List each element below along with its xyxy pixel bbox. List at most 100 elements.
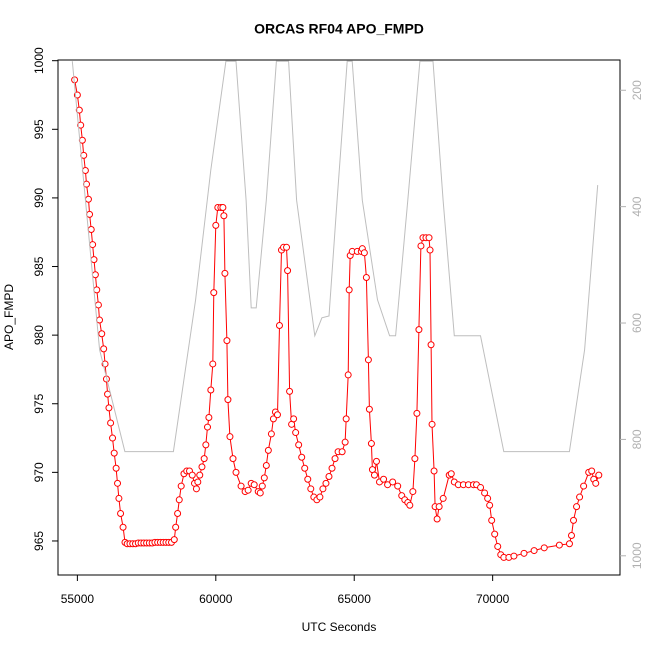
data-point xyxy=(328,464,336,472)
y-tick-label: 995 xyxy=(32,119,46,139)
data-point xyxy=(439,494,447,502)
y2-tick-label: 800 xyxy=(630,429,644,449)
data-point xyxy=(75,106,83,114)
data-point xyxy=(415,326,423,334)
data-point xyxy=(411,455,419,463)
data-point xyxy=(196,471,204,479)
y2-tick-label: 600 xyxy=(630,313,644,333)
data-point xyxy=(364,356,372,364)
data-point xyxy=(212,221,220,229)
data-point xyxy=(530,547,538,555)
data-point xyxy=(565,540,573,548)
data-point xyxy=(413,409,421,417)
data-point xyxy=(94,301,102,309)
data-point xyxy=(380,475,388,483)
data-point xyxy=(576,493,584,501)
x-tick-label: 60000 xyxy=(199,592,233,606)
data-point xyxy=(428,420,436,428)
data-point xyxy=(486,501,494,509)
data-point xyxy=(110,449,118,457)
data-point xyxy=(77,121,85,129)
data-point xyxy=(417,242,425,250)
x-tick-label: 55000 xyxy=(61,592,95,606)
data-point xyxy=(540,544,548,552)
data-point xyxy=(175,496,183,504)
data-point xyxy=(588,467,596,475)
data-point xyxy=(494,542,502,550)
y-tick-label: 975 xyxy=(32,393,46,413)
data-point xyxy=(316,493,324,501)
data-point xyxy=(226,433,234,441)
data-point xyxy=(433,515,441,523)
data-point xyxy=(210,289,218,297)
data-point xyxy=(188,471,196,479)
data-point xyxy=(360,249,368,257)
data-point xyxy=(394,482,402,490)
data-point xyxy=(119,523,127,531)
y-tick-label: 970 xyxy=(32,462,46,482)
data-point xyxy=(100,345,108,353)
data-point xyxy=(260,474,268,482)
data-point xyxy=(244,486,252,494)
data-point xyxy=(592,479,600,487)
x-tick-label: 65000 xyxy=(338,592,372,606)
data-point xyxy=(304,475,312,483)
data-point xyxy=(295,441,303,449)
data-point xyxy=(362,273,370,281)
data-point xyxy=(406,501,414,509)
data-point xyxy=(84,195,92,203)
data-point xyxy=(87,225,95,233)
data-point xyxy=(331,455,339,463)
data-point xyxy=(307,485,315,493)
data-point xyxy=(91,271,99,279)
data-point xyxy=(555,541,563,549)
data-point xyxy=(286,387,294,395)
data-point xyxy=(573,503,581,511)
data-point xyxy=(290,415,298,423)
data-point xyxy=(491,530,499,538)
data-point xyxy=(262,461,270,469)
data-point xyxy=(221,269,229,277)
data-point xyxy=(198,463,206,471)
y2-line xyxy=(71,60,599,453)
x-tick-label: 70000 xyxy=(476,592,510,606)
data-point xyxy=(430,467,438,475)
data-point xyxy=(98,330,106,338)
data-point xyxy=(570,516,578,524)
data-point xyxy=(89,241,97,249)
data-point xyxy=(112,464,120,472)
y-tick-label: 985 xyxy=(32,256,46,276)
data-point xyxy=(114,479,122,487)
data-point xyxy=(298,453,306,461)
data-point xyxy=(105,404,113,412)
data-point xyxy=(200,455,208,463)
data-point xyxy=(283,243,291,251)
y-tick-label: 1000 xyxy=(32,47,46,74)
data-point xyxy=(107,419,115,427)
data-point xyxy=(325,472,333,480)
data-point xyxy=(322,479,330,487)
data-point xyxy=(90,256,98,264)
data-point xyxy=(267,430,275,438)
data-point xyxy=(510,552,518,560)
data-point xyxy=(275,322,283,330)
data-point xyxy=(224,396,232,404)
data-point xyxy=(484,494,492,502)
data-point xyxy=(203,423,211,431)
y-tick-label: 965 xyxy=(32,531,46,551)
y2-tick-label: 400 xyxy=(630,196,644,216)
data-point xyxy=(177,482,185,490)
data-point xyxy=(115,494,123,502)
data-point xyxy=(229,455,237,463)
data-point xyxy=(372,457,380,465)
data-point xyxy=(342,415,350,423)
data-point xyxy=(256,489,264,497)
y-tick-label: 980 xyxy=(32,325,46,345)
data-point xyxy=(192,485,200,493)
data-point xyxy=(170,536,178,544)
data-point xyxy=(447,470,455,478)
data-point xyxy=(237,482,245,490)
data-point xyxy=(567,531,575,539)
data-point xyxy=(344,371,352,379)
data-point xyxy=(477,483,485,491)
